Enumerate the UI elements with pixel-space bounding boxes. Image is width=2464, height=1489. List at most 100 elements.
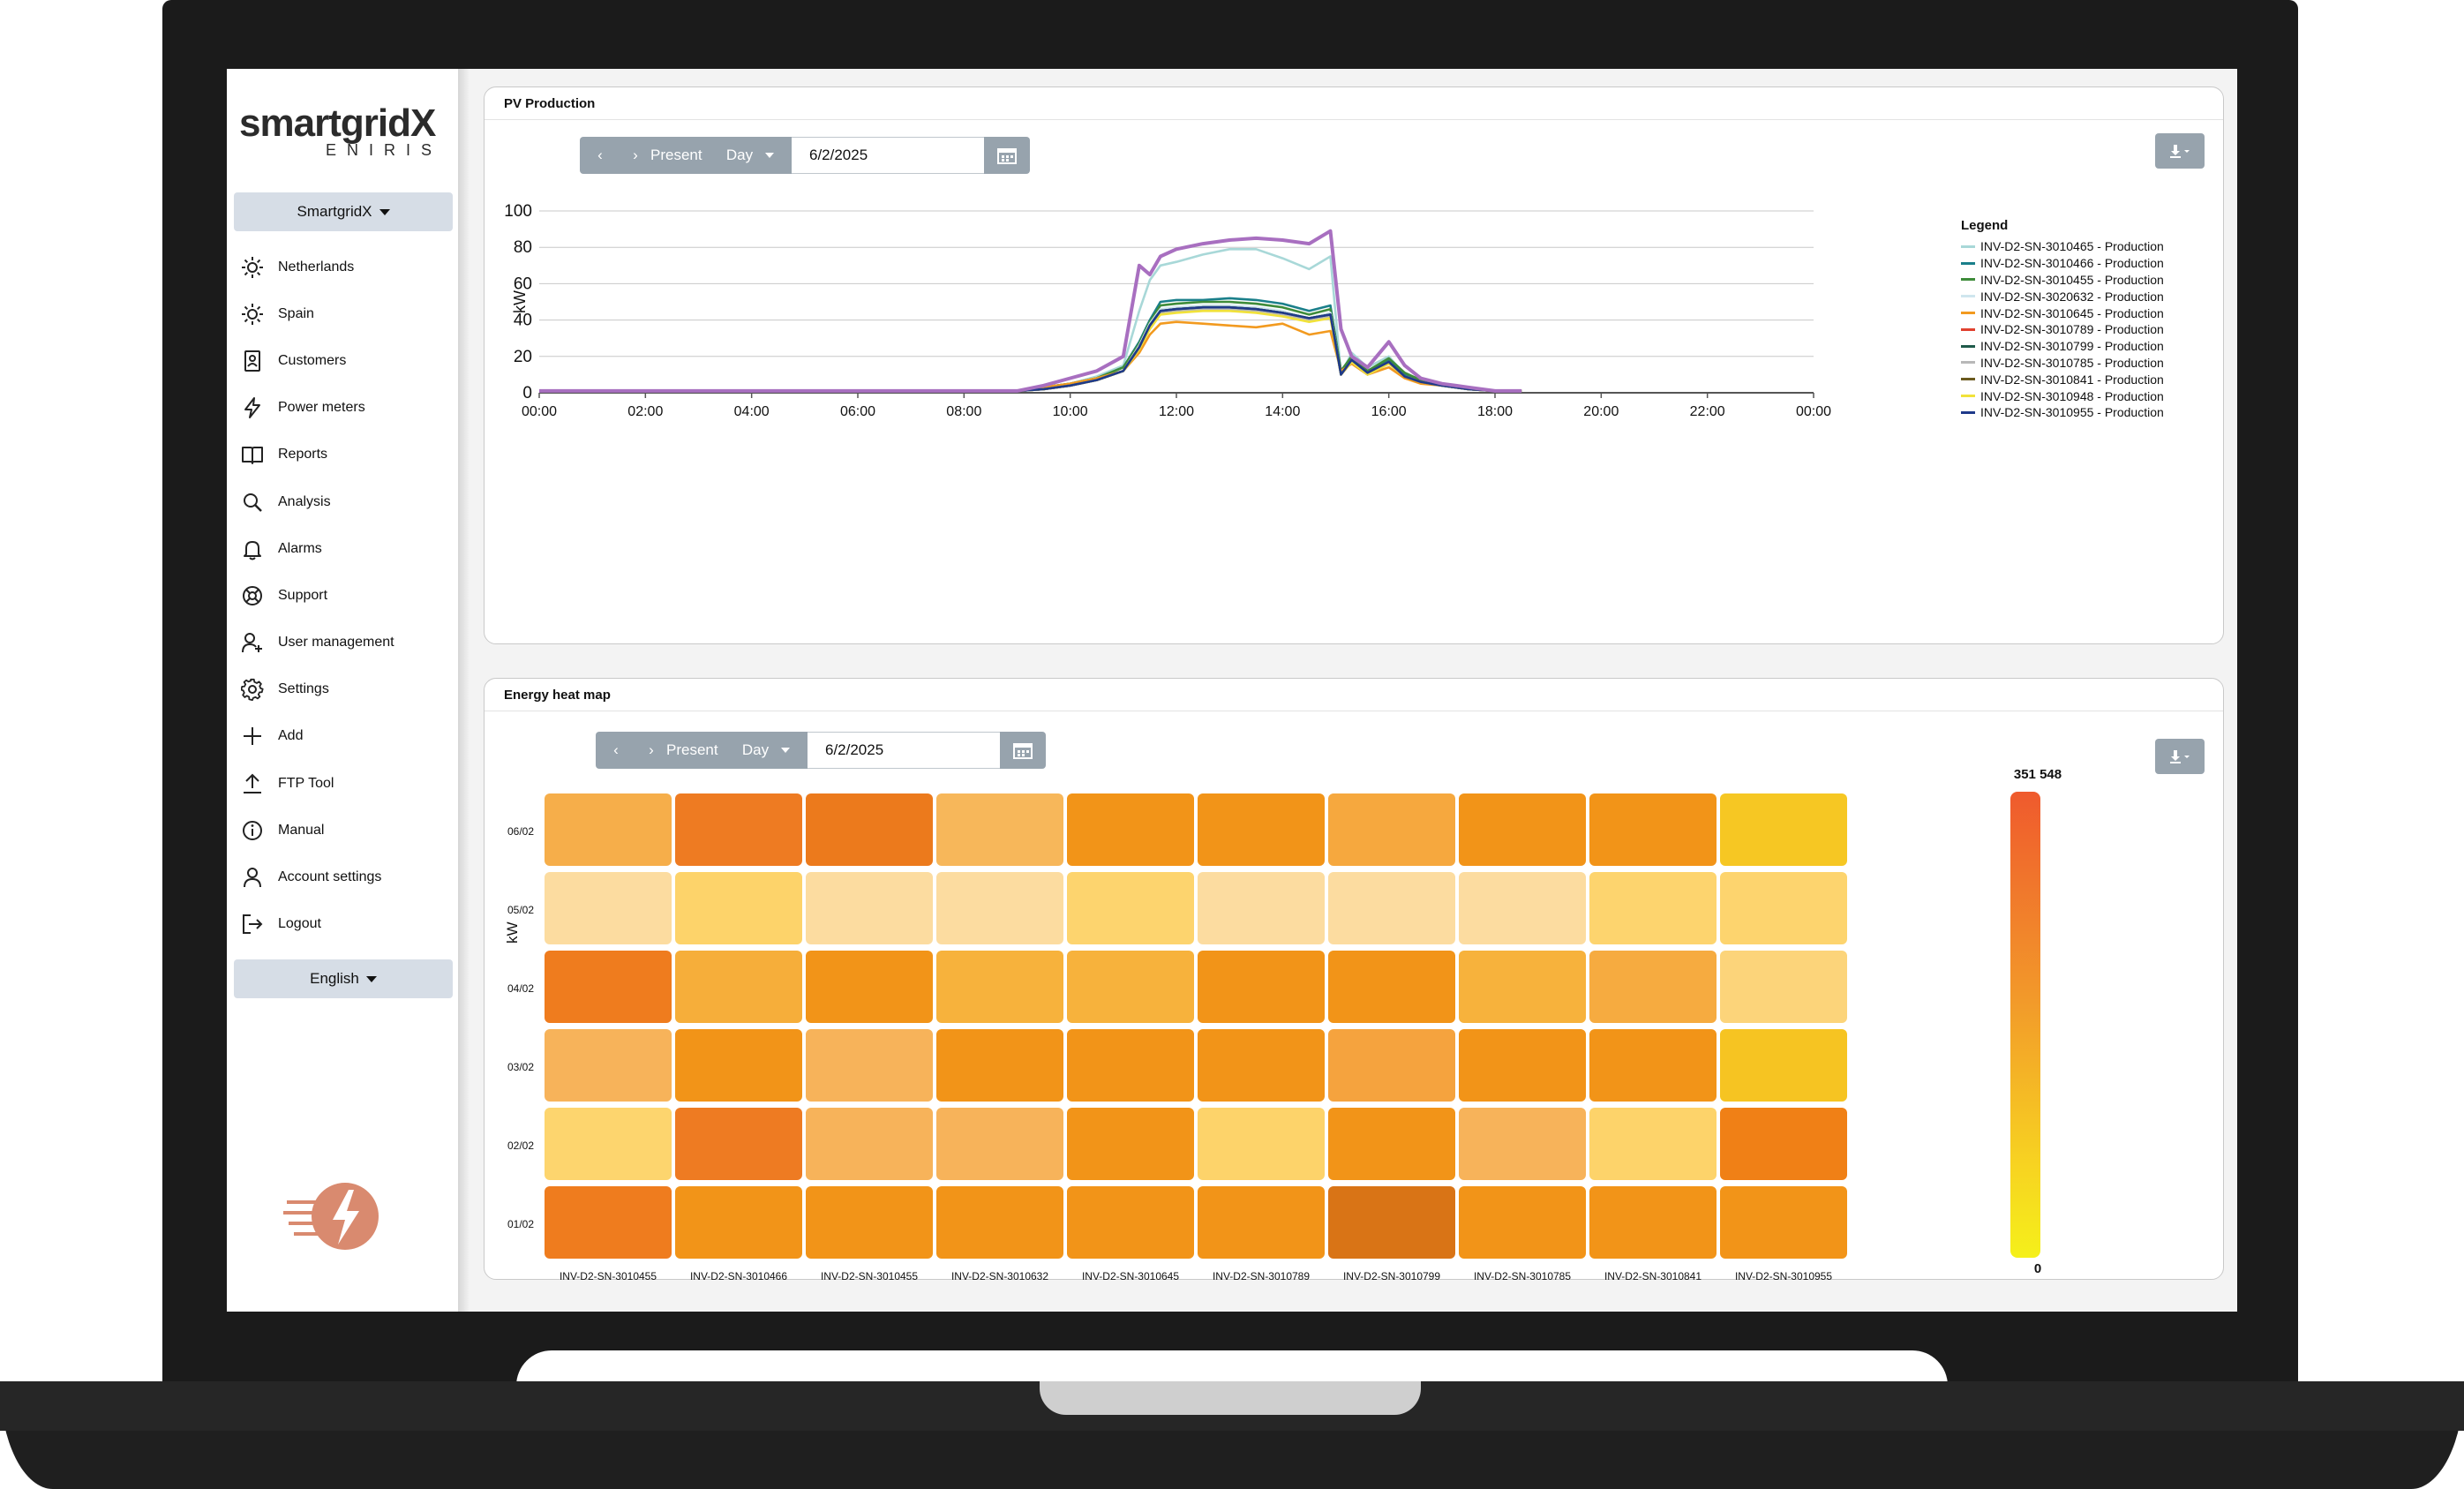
heatmap-cell[interactable] <box>1067 951 1194 1023</box>
heatmap-cell[interactable] <box>1589 1029 1717 1102</box>
heatmap-cell[interactable] <box>545 1108 672 1180</box>
legend-entry[interactable]: INV-D2-SN-3010841 - Production <box>1961 371 2164 387</box>
heatmap-cell[interactable] <box>936 1186 1063 1259</box>
heatmap-cell[interactable] <box>936 872 1063 944</box>
pv-period-select[interactable]: Day <box>709 137 792 174</box>
sidebar-item-logout[interactable]: Logout <box>241 901 453 948</box>
heatmap-prev-button[interactable]: ‹ <box>596 732 636 769</box>
sidebar-item-user-management[interactable]: User management <box>241 620 453 666</box>
heatmap-cell[interactable] <box>1459 951 1586 1023</box>
heatmap-cell[interactable] <box>1459 793 1586 866</box>
heatmap-calendar-button[interactable] <box>1000 732 1046 769</box>
heatmap-cell[interactable] <box>1459 1108 1586 1180</box>
heatmap-cell[interactable] <box>936 1108 1063 1180</box>
heatmap-cell[interactable] <box>1328 1029 1455 1102</box>
heatmap-cell[interactable] <box>1198 1186 1325 1259</box>
heatmap-export-button[interactable] <box>2155 739 2205 774</box>
pv-next-button[interactable]: › <box>620 137 650 174</box>
heatmap-cell[interactable] <box>1720 951 1847 1023</box>
heatmap-cell[interactable] <box>1198 1029 1325 1102</box>
legend-entry[interactable]: INV-D2-SN-3010466 - Production <box>1961 255 2164 272</box>
heatmap-cell[interactable] <box>806 1186 933 1259</box>
sidebar-item-account-settings[interactable]: Account settings <box>241 854 453 900</box>
sidebar-item-netherlands[interactable]: Netherlands <box>241 244 453 290</box>
heatmap-cell[interactable] <box>545 951 672 1023</box>
heatmap-cell[interactable] <box>1198 1108 1325 1180</box>
heatmap-cell[interactable] <box>1067 1029 1194 1102</box>
heatmap-cell[interactable] <box>675 1186 802 1259</box>
legend-entry[interactable]: INV-D2-SN-3010465 - Production <box>1961 238 2164 255</box>
sidebar-item-ftp-tool[interactable]: FTP Tool <box>241 760 453 807</box>
heatmap-cell[interactable] <box>1589 793 1717 866</box>
heatmap-cell[interactable] <box>1459 1186 1586 1259</box>
sidebar-item-power-meters[interactable]: Power meters <box>241 385 453 432</box>
legend-entry[interactable]: INV-D2-SN-3010455 - Production <box>1961 272 2164 289</box>
heatmap-cell[interactable] <box>1720 1186 1847 1259</box>
heatmap-cell[interactable] <box>1459 1029 1586 1102</box>
heatmap-cell[interactable] <box>1328 793 1455 866</box>
sidebar-item-manual[interactable]: Manual <box>241 807 453 854</box>
heatmap-cell[interactable] <box>1198 793 1325 866</box>
heatmap-cell[interactable] <box>1589 872 1717 944</box>
sidebar-item-spain[interactable]: Spain <box>241 290 453 337</box>
heatmap-cell[interactable] <box>1067 793 1194 866</box>
heatmap-cell[interactable] <box>1720 793 1847 866</box>
sidebar-item-customers[interactable]: Customers <box>241 337 453 384</box>
pv-prev-button[interactable]: ‹ <box>580 137 620 174</box>
heatmap-cell[interactable] <box>1459 872 1586 944</box>
heatmap-cell[interactable] <box>1720 872 1847 944</box>
heatmap-cell[interactable] <box>936 793 1063 866</box>
legend-entry[interactable]: INV-D2-SN-3020632 - Production <box>1961 288 2164 305</box>
heatmap-cell[interactable] <box>936 951 1063 1023</box>
legend-entry[interactable]: INV-D2-SN-3010799 - Production <box>1961 338 2164 355</box>
heatmap-cell[interactable] <box>936 1029 1063 1102</box>
pv-calendar-button[interactable] <box>984 137 1030 174</box>
legend-entry[interactable]: INV-D2-SN-3010789 - Production <box>1961 321 2164 338</box>
heatmap-cell[interactable] <box>675 951 802 1023</box>
sidebar-item-alarms[interactable]: Alarms <box>241 525 453 572</box>
heatmap-cell[interactable] <box>1067 872 1194 944</box>
heatmap-cell[interactable] <box>545 1186 672 1259</box>
heatmap-date-input[interactable]: 6/2/2025 <box>808 732 1000 769</box>
heatmap-cell[interactable] <box>806 872 933 944</box>
sidebar-item-add[interactable]: Add <box>241 713 453 760</box>
heatmap-cell[interactable] <box>806 793 933 866</box>
heatmap-next-button[interactable]: › <box>636 732 666 769</box>
heatmap-cell[interactable] <box>1589 951 1717 1023</box>
heatmap-cell[interactable] <box>1328 951 1455 1023</box>
heatmap-cell[interactable] <box>1589 1186 1717 1259</box>
heatmap-cell[interactable] <box>675 872 802 944</box>
heatmap-cell[interactable] <box>1067 1108 1194 1180</box>
heatmap-cell[interactable] <box>1198 872 1325 944</box>
heatmap-cell[interactable] <box>545 872 672 944</box>
heatmap-cell[interactable] <box>1589 1108 1717 1180</box>
heatmap-cell[interactable] <box>1720 1108 1847 1180</box>
heatmap-cell[interactable] <box>1328 1186 1455 1259</box>
sidebar-item-analysis[interactable]: Analysis <box>241 478 453 525</box>
heatmap-cell[interactable] <box>1067 1186 1194 1259</box>
sidebar-item-reports[interactable]: Reports <box>241 432 453 478</box>
heatmap-cell[interactable] <box>545 1029 672 1102</box>
heatmap-cell[interactable] <box>675 1108 802 1180</box>
legend-entry[interactable]: INV-D2-SN-3010785 - Production <box>1961 355 2164 372</box>
heatmap-cell[interactable] <box>545 793 672 866</box>
legend-entry[interactable]: INV-D2-SN-3010948 - Production <box>1961 387 2164 404</box>
legend-entry[interactable]: INV-D2-SN-3010645 - Production <box>1961 305 2164 321</box>
legend-entry[interactable]: INV-D2-SN-3010955 - Production <box>1961 404 2164 421</box>
pv-present-button[interactable]: Present <box>650 137 709 174</box>
heatmap-period-select[interactable]: Day <box>725 732 808 769</box>
pv-date-input[interactable]: 6/2/2025 <box>792 137 984 174</box>
heatmap-cell[interactable] <box>1328 872 1455 944</box>
heatmap-cell[interactable] <box>675 793 802 866</box>
heatmap-cell[interactable] <box>1328 1108 1455 1180</box>
heatmap-cell[interactable] <box>806 1029 933 1102</box>
language-selector[interactable]: English <box>234 959 453 998</box>
heatmap-cell[interactable] <box>675 1029 802 1102</box>
heatmap-cell[interactable] <box>806 1108 933 1180</box>
org-selector[interactable]: SmartgridX <box>234 192 453 231</box>
pv-export-button[interactable] <box>2155 133 2205 169</box>
sidebar-item-settings[interactable]: Settings <box>241 666 453 713</box>
heatmap-cell[interactable] <box>806 951 933 1023</box>
heatmap-cell[interactable] <box>1720 1029 1847 1102</box>
heatmap-cell[interactable] <box>1198 951 1325 1023</box>
